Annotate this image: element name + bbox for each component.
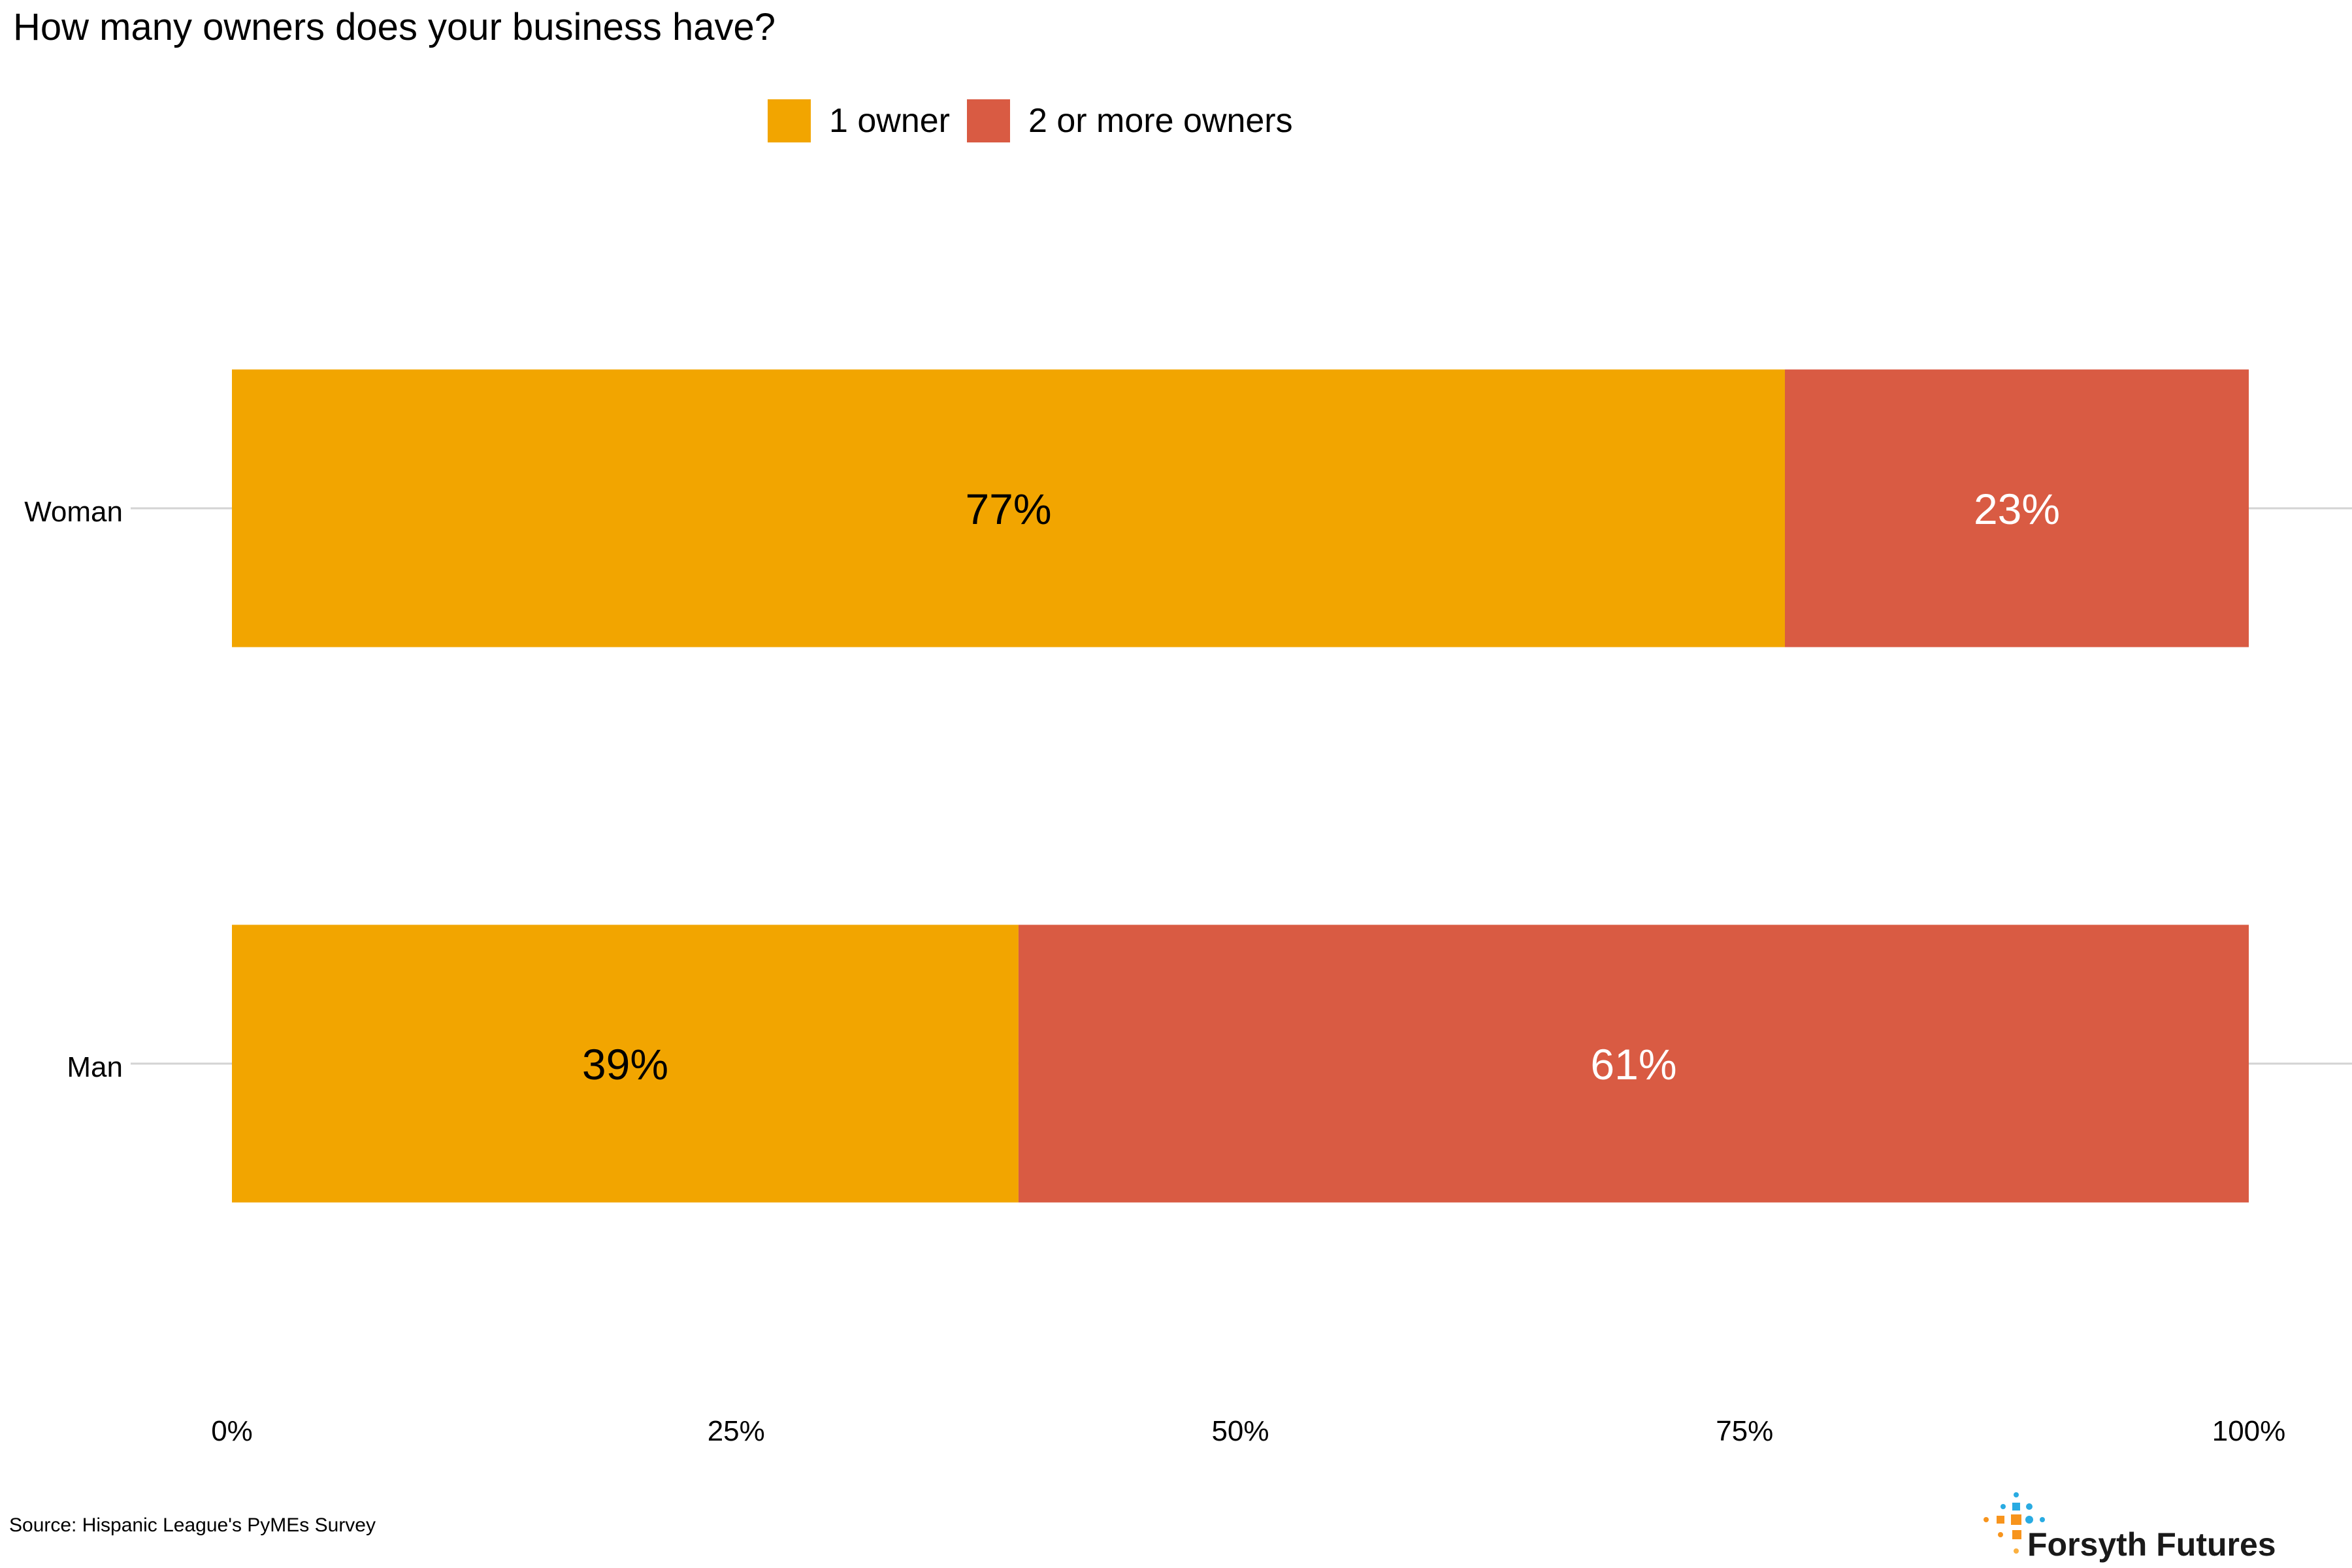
x-tick-label-100: 100% [2212, 1415, 2286, 1447]
source-note: Source: Hispanic League's PyMEs Survey [9, 1514, 376, 1536]
legend-label-2-or-more-owners: 2 or more owners [1028, 102, 1293, 140]
legend: 1 owner 2 or more owners [768, 98, 1310, 144]
legend-swatch-1-owner [768, 99, 811, 142]
data-label-man-1-owner: 39% [582, 1040, 668, 1088]
chart-title: How many owners does your business have? [13, 6, 776, 48]
x-tick-label-25: 25% [708, 1415, 765, 1447]
data-label-man-2-or-more-owners: 61% [1590, 1040, 1676, 1088]
legend-label-1-owner: 1 owner [829, 102, 950, 140]
data-label-woman-1-owner: 77% [965, 485, 1051, 533]
x-tick-label-0: 0% [211, 1415, 253, 1447]
bar-man-1-owner [232, 924, 1019, 1203]
x-tick-label-50: 50% [1211, 1415, 1269, 1447]
x-tick-label-75: 75% [1716, 1415, 1773, 1447]
category-label-woman: Woman [24, 496, 123, 528]
data-label-woman-2-or-more-owners: 23% [1974, 485, 2060, 533]
bar-woman-1-owner [232, 369, 1785, 647]
legend-swatch-2-or-more-owners [967, 99, 1010, 142]
legend-item-1-owner: 1 owner [768, 99, 950, 142]
legend-item-2-or-more-owners: 2 or more owners [967, 99, 1293, 142]
forsyth-futures-logo [1984, 1492, 2045, 1554]
logo-mark-icon [1984, 1492, 2045, 1554]
category-label-man: Man [67, 1051, 123, 1083]
logo-text: Forsyth Futures [2027, 1526, 2276, 1563]
bar-man-2-or-more-owners [1018, 924, 2249, 1203]
bar-woman-2-or-more-owners [1784, 369, 2249, 647]
